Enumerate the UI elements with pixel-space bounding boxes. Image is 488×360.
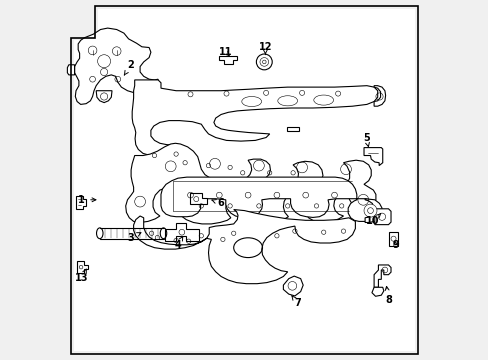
Text: 8: 8 [384,287,391,305]
Text: 10: 10 [365,213,380,226]
Polygon shape [286,127,298,131]
Text: 5: 5 [362,132,369,147]
Text: 7: 7 [291,296,301,308]
Polygon shape [73,9,415,351]
Polygon shape [132,80,377,156]
Text: 11: 11 [219,47,232,57]
Polygon shape [161,177,376,221]
Text: 9: 9 [391,240,398,250]
Polygon shape [373,86,385,106]
Text: 13: 13 [75,269,88,283]
Circle shape [256,54,272,70]
Polygon shape [283,276,303,296]
Text: 1: 1 [78,195,96,205]
Polygon shape [75,28,158,104]
Circle shape [363,204,376,217]
Polygon shape [67,65,75,75]
Polygon shape [388,232,397,246]
Polygon shape [164,223,199,241]
Polygon shape [371,287,383,296]
Text: 4: 4 [174,237,183,250]
Polygon shape [373,265,390,287]
Polygon shape [133,210,355,284]
Polygon shape [76,196,86,209]
Polygon shape [125,143,375,224]
Polygon shape [374,209,390,225]
Text: 3: 3 [127,233,141,243]
Polygon shape [189,193,206,204]
Text: 6: 6 [211,198,224,208]
Text: 2: 2 [124,60,134,75]
Polygon shape [363,148,382,166]
Polygon shape [77,261,87,273]
Polygon shape [365,199,381,222]
Text: 12: 12 [258,42,272,55]
Polygon shape [219,56,237,64]
Polygon shape [96,91,112,103]
